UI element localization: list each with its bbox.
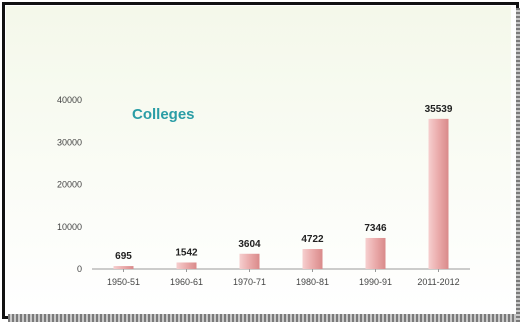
x-tick-label: 2011-2012: [417, 277, 459, 287]
axes: 0 10000 20000 30000 40000 1950-51 1960-61 1970-…: [57, 95, 470, 287]
frame-shadow-right: [516, 8, 520, 322]
bar: [365, 237, 386, 269]
y-tick-label: 20000: [57, 180, 82, 190]
data-label: 7346: [364, 223, 387, 234]
bar: [239, 253, 260, 269]
bar: [113, 266, 134, 269]
bar: [176, 262, 197, 269]
data-label: 35539: [425, 104, 453, 115]
y-tick-label: 10000: [57, 222, 82, 232]
data-label: 4722: [301, 234, 324, 245]
data-label: 3604: [238, 239, 261, 250]
x-tick-label: 1950-51: [107, 277, 140, 287]
chart-title: Colleges: [132, 106, 195, 123]
x-tick-label: 1960-61: [170, 277, 203, 287]
y-tick-label: 40000: [57, 95, 82, 105]
bar: [302, 249, 323, 269]
y-tick-label: 0: [77, 264, 82, 274]
frame-shadow-bottom: [8, 314, 516, 322]
x-tick-label: 1970-71: [233, 277, 266, 287]
bar: [428, 118, 449, 270]
data-label: 1542: [175, 247, 198, 258]
x-tick-label: 1980-81: [296, 277, 329, 287]
y-tick-label: 30000: [57, 137, 82, 147]
bars: 695 1542 3604 4722 7346 35539: [113, 104, 453, 270]
x-tick-label: 1990-91: [359, 277, 392, 287]
data-label: 695: [115, 251, 132, 262]
